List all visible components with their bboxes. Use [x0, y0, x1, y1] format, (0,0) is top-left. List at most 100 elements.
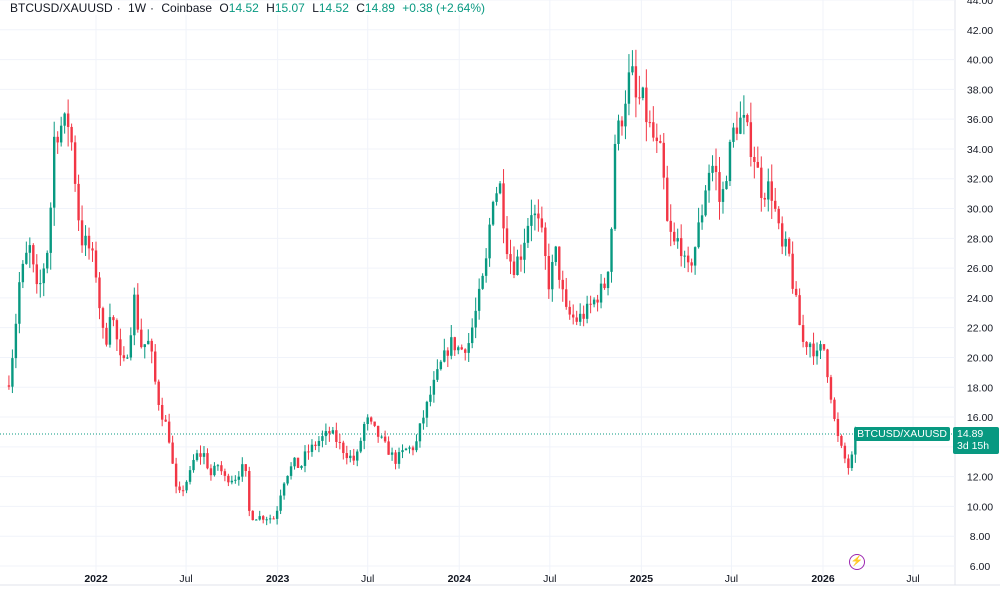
candle-down [666, 177, 669, 221]
candle-up [331, 430, 335, 434]
candle-up [28, 245, 32, 253]
candle-down [502, 183, 505, 229]
candle-up [627, 72, 631, 104]
candle-down [394, 452, 397, 464]
candle-up [310, 444, 314, 452]
candle-up [641, 87, 645, 98]
candle-up [450, 337, 453, 356]
time-tick-label: Jul [906, 573, 919, 585]
candle-up [300, 465, 303, 468]
candle-down [847, 458, 850, 469]
price-axis[interactable]: 6.00 8.00 10.00 12.00 16.00 18.00 20.00 22.00 24… [967, 0, 993, 573]
candle-up [443, 350, 446, 362]
candle-up [366, 417, 369, 424]
price-tick-label: 6.00 [970, 561, 991, 573]
candle-up [578, 313, 582, 322]
candle-up [380, 436, 383, 438]
candle-up [624, 103, 627, 127]
candle-up [188, 470, 192, 482]
candle-down [690, 262, 693, 266]
candle-up [213, 465, 216, 476]
candle-up [477, 288, 481, 311]
candle-up [46, 252, 49, 269]
candle-up [216, 465, 220, 467]
candle-up [484, 258, 488, 276]
candle-down [453, 337, 456, 351]
candle-up [728, 141, 732, 182]
candle-up [470, 327, 474, 344]
candle-up [129, 335, 133, 358]
candle-down [565, 289, 568, 307]
candle-down [662, 142, 665, 178]
candle-down [328, 431, 331, 434]
candle-up [725, 181, 728, 190]
price-tick-label: 16.00 [967, 412, 993, 424]
candle-down [509, 254, 512, 262]
candle-up [185, 481, 188, 491]
time-tick-label: Jul [543, 573, 556, 585]
time-tick-label: Jul [725, 573, 738, 585]
candle-down [338, 441, 342, 443]
candle-down [822, 344, 826, 350]
candle-up [457, 347, 460, 351]
candle-up [286, 475, 289, 484]
change-value: +0.38 (+2.64%) [402, 1, 486, 15]
candle-down [160, 405, 164, 420]
candle-up [397, 452, 401, 464]
candle-down [836, 418, 840, 436]
candle-up [59, 125, 63, 143]
time-tick-label: 2026 [811, 573, 835, 585]
candle-up [390, 452, 394, 455]
candle-up [14, 323, 18, 359]
candle-down [167, 421, 171, 443]
candle-up [467, 343, 470, 353]
candle-down [519, 256, 523, 260]
candle-up [234, 479, 237, 481]
candle-down [307, 451, 310, 453]
candle-down [383, 436, 387, 442]
candle-down [206, 453, 209, 469]
candle-down [673, 231, 676, 242]
candle-up [192, 459, 195, 471]
candle-down [244, 464, 247, 472]
time-axis[interactable]: 2022 Jul 2023 Jul 2024 Jul 2025 Jul 2026 Jul [84, 573, 919, 585]
candle-down [32, 245, 35, 265]
series-label-tag: BTCUSD/XAUUSD [854, 427, 950, 441]
lightning-icon[interactable]: ⚡ [849, 554, 865, 570]
candle-up [808, 343, 812, 348]
candle-up [195, 453, 199, 460]
candles [7, 49, 861, 526]
candle-down [648, 122, 652, 124]
candle-up [404, 448, 408, 451]
candle-up [363, 423, 366, 441]
candle-up [610, 228, 613, 272]
candle-up [606, 271, 610, 289]
current-price-tag: 14.89 3d 15h [953, 427, 999, 454]
candle-down [575, 317, 578, 322]
candle-down [87, 235, 91, 249]
candle-down [774, 200, 777, 209]
candle-down [763, 197, 766, 200]
candle-down [812, 343, 815, 357]
price-tick-label: 36.00 [967, 114, 993, 126]
candle-down [596, 299, 599, 303]
candle-up [592, 299, 596, 305]
candle-up [418, 423, 422, 442]
candle-down [603, 283, 606, 289]
symbol-name[interactable]: BTCUSD/XAUUSD [10, 1, 113, 15]
candle-down [735, 127, 739, 134]
candle-down [73, 142, 77, 184]
candle-down [223, 471, 227, 476]
candle-down [679, 238, 683, 257]
candle-down [376, 425, 380, 437]
candle-up [732, 127, 735, 142]
candle-up [700, 215, 704, 223]
candle-down [746, 114, 749, 123]
price-tick-label: 38.00 [967, 84, 993, 96]
candle-up [265, 519, 268, 521]
candle-down [805, 341, 808, 348]
candle-down [620, 120, 624, 127]
candle-down [645, 87, 648, 123]
time-tick-label: 2024 [448, 573, 472, 585]
